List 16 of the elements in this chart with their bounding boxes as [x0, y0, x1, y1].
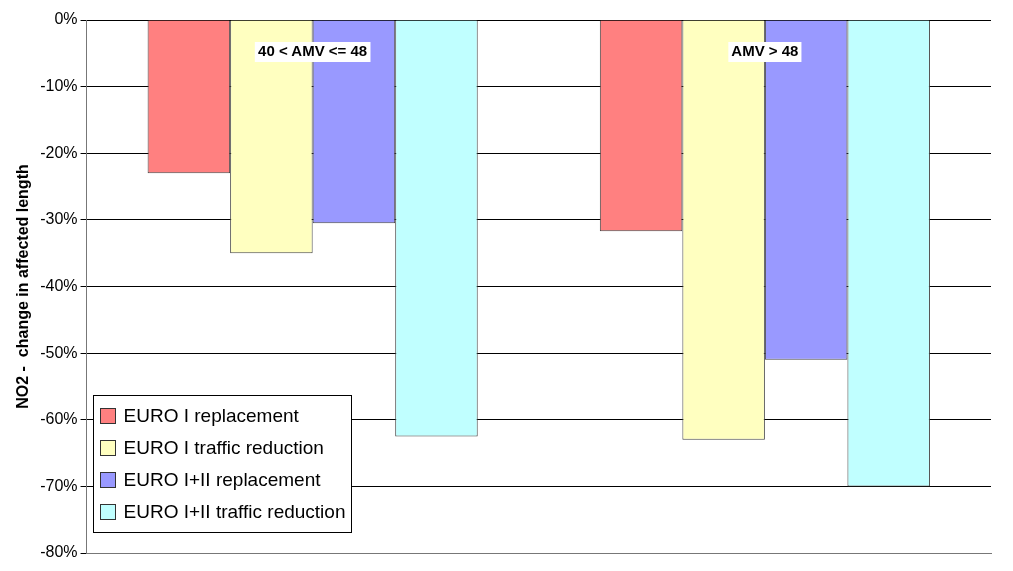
legend-label: EURO I traffic reduction: [123, 437, 324, 459]
y-tick-label: -50%: [40, 343, 78, 361]
x-tick-label: 40 < AMV <= 48: [258, 42, 368, 60]
y-tick-label: -60%: [40, 410, 78, 428]
y-tick-label: -30%: [40, 210, 78, 228]
legend-label: EURO I+II traffic reduction: [123, 501, 346, 523]
y-axis-title: NO2 - change in affected length: [14, 164, 32, 409]
x-tick-label: AMV > 48: [731, 42, 799, 60]
legend-label: EURO I replacement: [123, 405, 299, 427]
y-tick-label: -70%: [40, 476, 78, 494]
legend-label: EURO I+II replacement: [123, 469, 321, 491]
y-tick-label: -80%: [40, 543, 78, 561]
y-tick-label: -20%: [40, 143, 78, 161]
y-tick-label: -40%: [40, 276, 78, 294]
y-tick-label: -10%: [40, 77, 78, 95]
y-tick-label: 0%: [54, 10, 78, 28]
